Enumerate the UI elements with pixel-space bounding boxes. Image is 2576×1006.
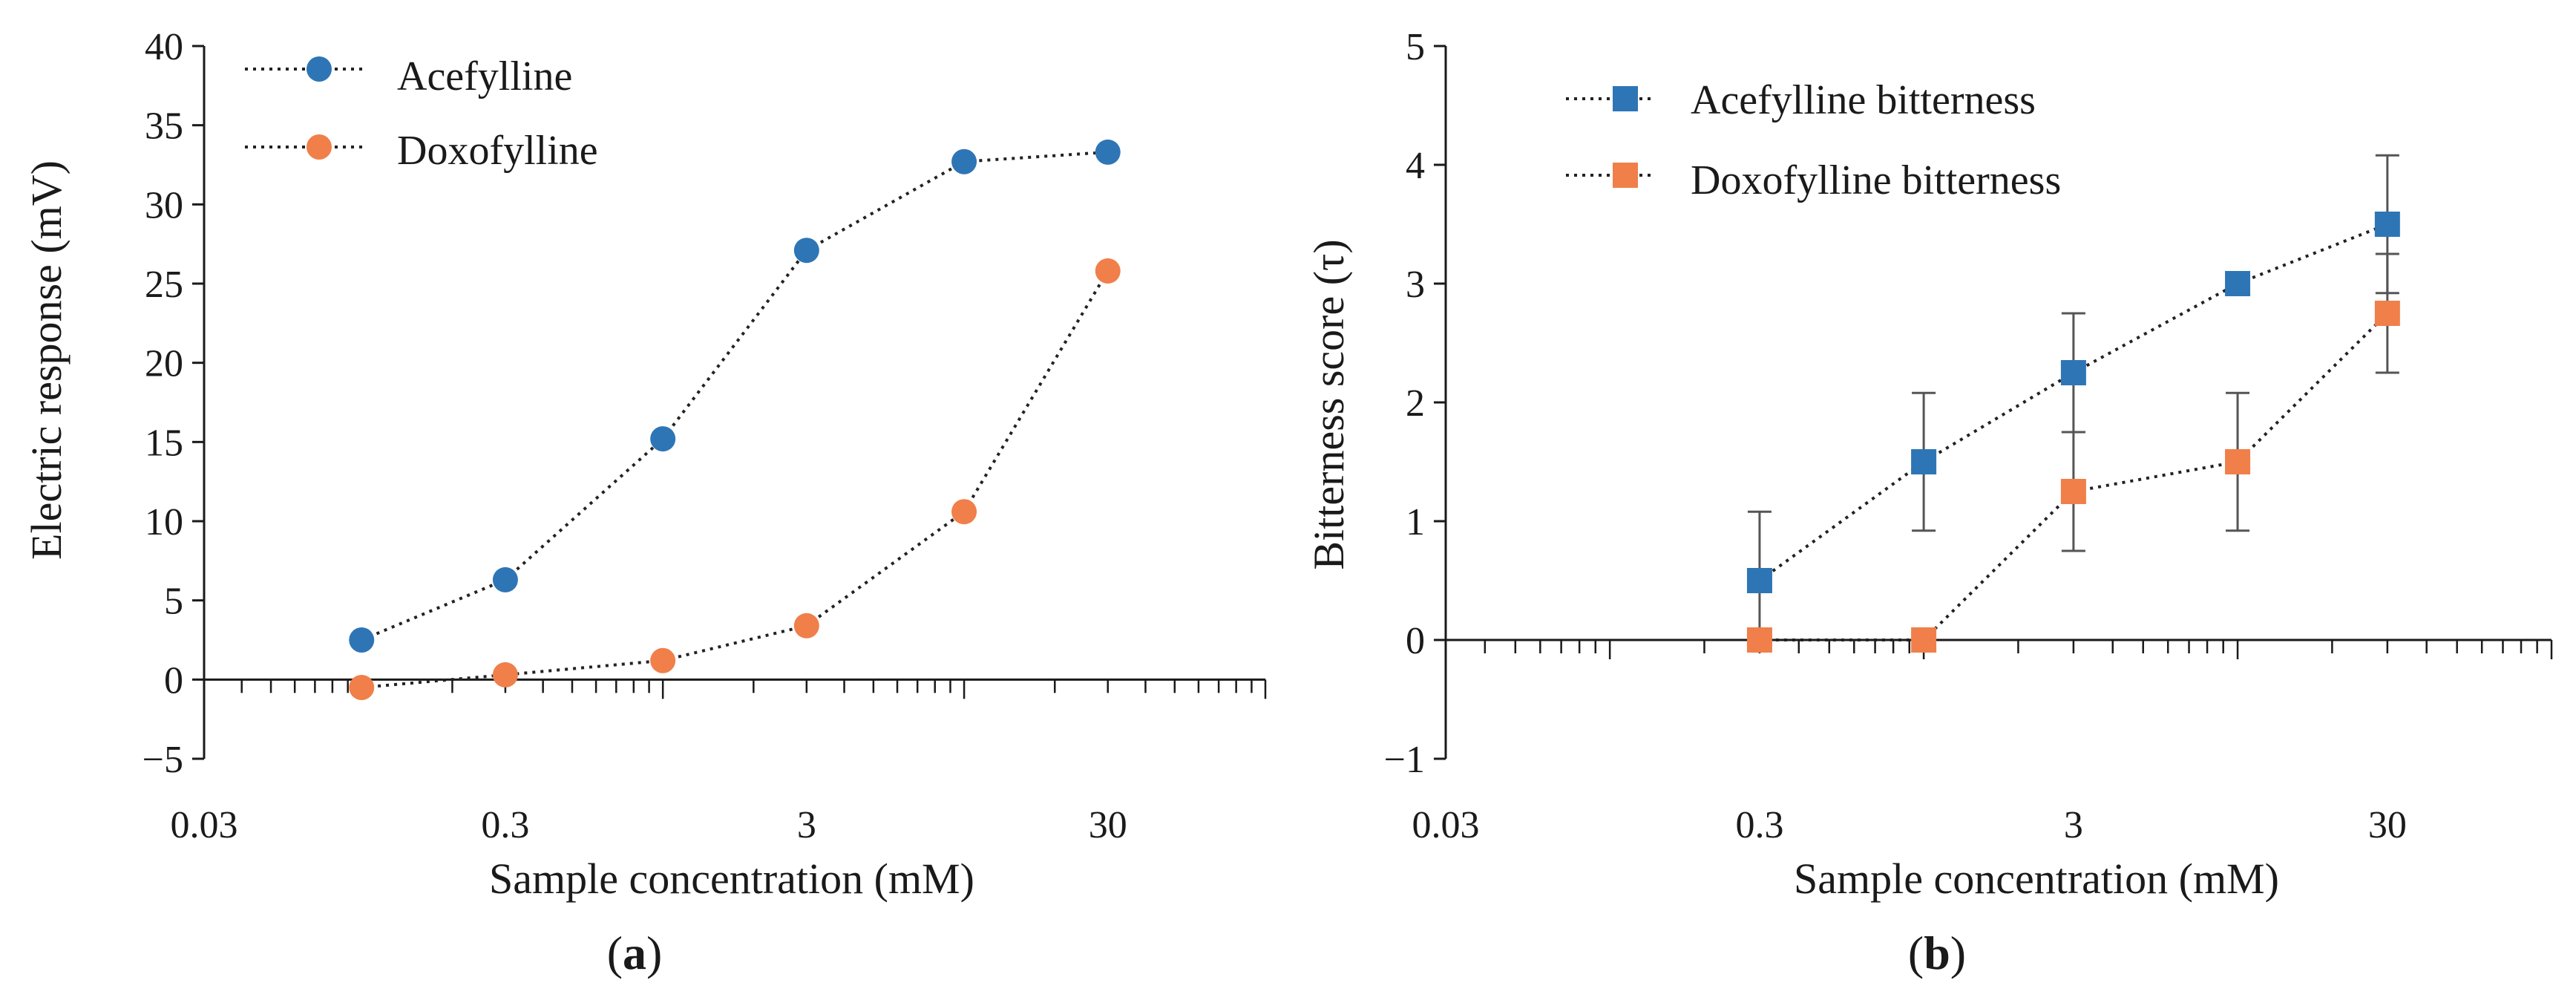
panel-a-x-tick-label: 3 [797,804,816,846]
panel-a-data-point [492,566,518,592]
panel-a-y-tick-label: 35 [145,105,183,148]
panel-b-y-tick-label: −1 [1384,739,1425,781]
panel-b-legend-marker [1613,86,1638,111]
panel-b-data-point [2374,212,2400,237]
panel-b-series-1 [1746,154,2400,651]
panel-b-data-point [2225,271,2251,296]
panel-b-chart: −1 0 1 2 3 4 5 0.03 0.3 3 30 Sample conc… [1305,26,2553,979]
panel-a-label-letter: a [623,927,646,979]
panel-a-y-tick-label: 5 [164,581,183,623]
panel-b-data-point [2225,449,2251,474]
panel-b-y-tick-label: 5 [1406,26,1425,68]
panel-a-y-tick-label: 25 [145,264,183,306]
panel-b-series [1746,154,2400,653]
panel-a-x-tick-label: 30 [1089,804,1127,846]
panel-a-y-tick-label: 0 [164,659,183,702]
panel-a-y-axis-title: Electric response (mV) [22,160,71,560]
panel-a-x-tick-labels: 0.03 0.3 3 30 [171,804,1127,846]
panel-a-chart: −5 0 5 10 15 20 25 30 35 40 0.03 0.3 3 3… [22,26,1267,979]
panel-a-data-point [650,426,676,452]
panel-b-axes [1434,45,2553,760]
panel-a-data-point [793,238,819,264]
panel-b-data-point [1911,449,1937,474]
panel-b-y-tick-labels: −1 0 1 2 3 4 5 [1384,26,1425,781]
panel-b-x-tick-labels: 0.03 0.3 3 30 [1412,804,2407,846]
panel-b-legend-marker [1613,163,1638,188]
panel-b-y-tick-label: 4 [1406,145,1425,187]
panel-a-series [349,139,1121,700]
panel-b-y-axis-title: Bitterness score (τ) [1305,239,1353,569]
panel-b-legend-label: Acefylline bitterness [1691,77,2036,123]
panel-a-data-point [650,647,676,673]
panel-a-y-tick-label: 15 [145,422,183,464]
panel-a-axes [192,45,1267,760]
panel-a-legend-marker [307,56,332,82]
panel-a-y-tick-labels: −5 0 5 10 15 20 25 30 35 40 [142,26,183,781]
panel-a-legend-marker [307,134,332,160]
panel-b-x-tick-label: 3 [2064,804,2083,846]
panel-a-legend-swatch [245,134,364,160]
panel-a-data-point [1095,139,1121,165]
panel-b-label-letter: b [1924,927,1950,979]
panel-b-x-tick-label: 0.03 [1412,804,1480,846]
panel-a-y-tick-label: −5 [142,739,183,781]
panel-a-data-point [951,499,977,525]
panel-b-data-point [2060,479,2086,504]
panel-a-y-tick-label: 10 [145,501,183,543]
panel-a-data-point [951,148,977,174]
panel-a-legend-label: Acefylline [397,53,572,99]
panel-b-data-point [2060,360,2086,385]
panel-a-legend: Acefylline Doxofylline [245,53,598,174]
panel-b-legend: Acefylline bitterness Doxofylline bitter… [1566,77,2061,203]
panel-a-legend-label: Doxofylline [397,128,598,174]
panel-a-x-axis-title: Sample concentration (mM) [489,855,974,903]
panel-b-data-point [2374,301,2400,326]
panel-b-legend-label: Doxofylline bitterness [1691,157,2061,203]
panel-b-label: (b) [1908,927,1966,979]
panel-a-data-point [492,662,518,687]
panel-a-data-point [349,675,375,700]
panel-b-x-tick-label: 0.3 [1735,804,1783,846]
panel-a-data-point [349,627,375,653]
panel-a-y-tick-label: 40 [145,26,183,68]
panel-b-y-tick-label: 1 [1406,501,1425,543]
panel-b-data-point [1746,568,1772,593]
panel-a-data-point [1095,258,1121,284]
panel-b-x-tick-label: 30 [2368,804,2407,846]
panel-a-y-tick-label: 30 [145,184,183,226]
panel-b-y-tick-label: 0 [1406,620,1425,662]
panel-b-y-tick-label: 3 [1406,264,1425,306]
panel-a-data-point [793,613,819,638]
panel-a-series-2 [349,258,1121,700]
panel-b-data-point [1746,627,1772,653]
panel-b-legend-swatch [1566,86,1655,111]
panel-b-data-point [1911,627,1937,653]
panel-a-series-line [361,150,1108,641]
panel-a-series-1 [349,139,1121,653]
panel-b-series-2 [1746,252,2400,653]
panel-b-y-tick-label: 2 [1406,382,1425,425]
panel-a-label: (a) [607,927,663,979]
panel-a-x-tick-label: 0.03 [171,804,238,846]
panel-b-legend-swatch [1566,163,1655,188]
panel-a-series-line [361,270,1110,689]
panel-a-x-tick-label: 0.3 [481,804,529,846]
panel-b-x-axis-title: Sample concentration (mM) [1794,855,2279,903]
panel-a-legend-swatch [245,56,364,82]
panel-a-y-tick-label: 20 [145,343,183,385]
